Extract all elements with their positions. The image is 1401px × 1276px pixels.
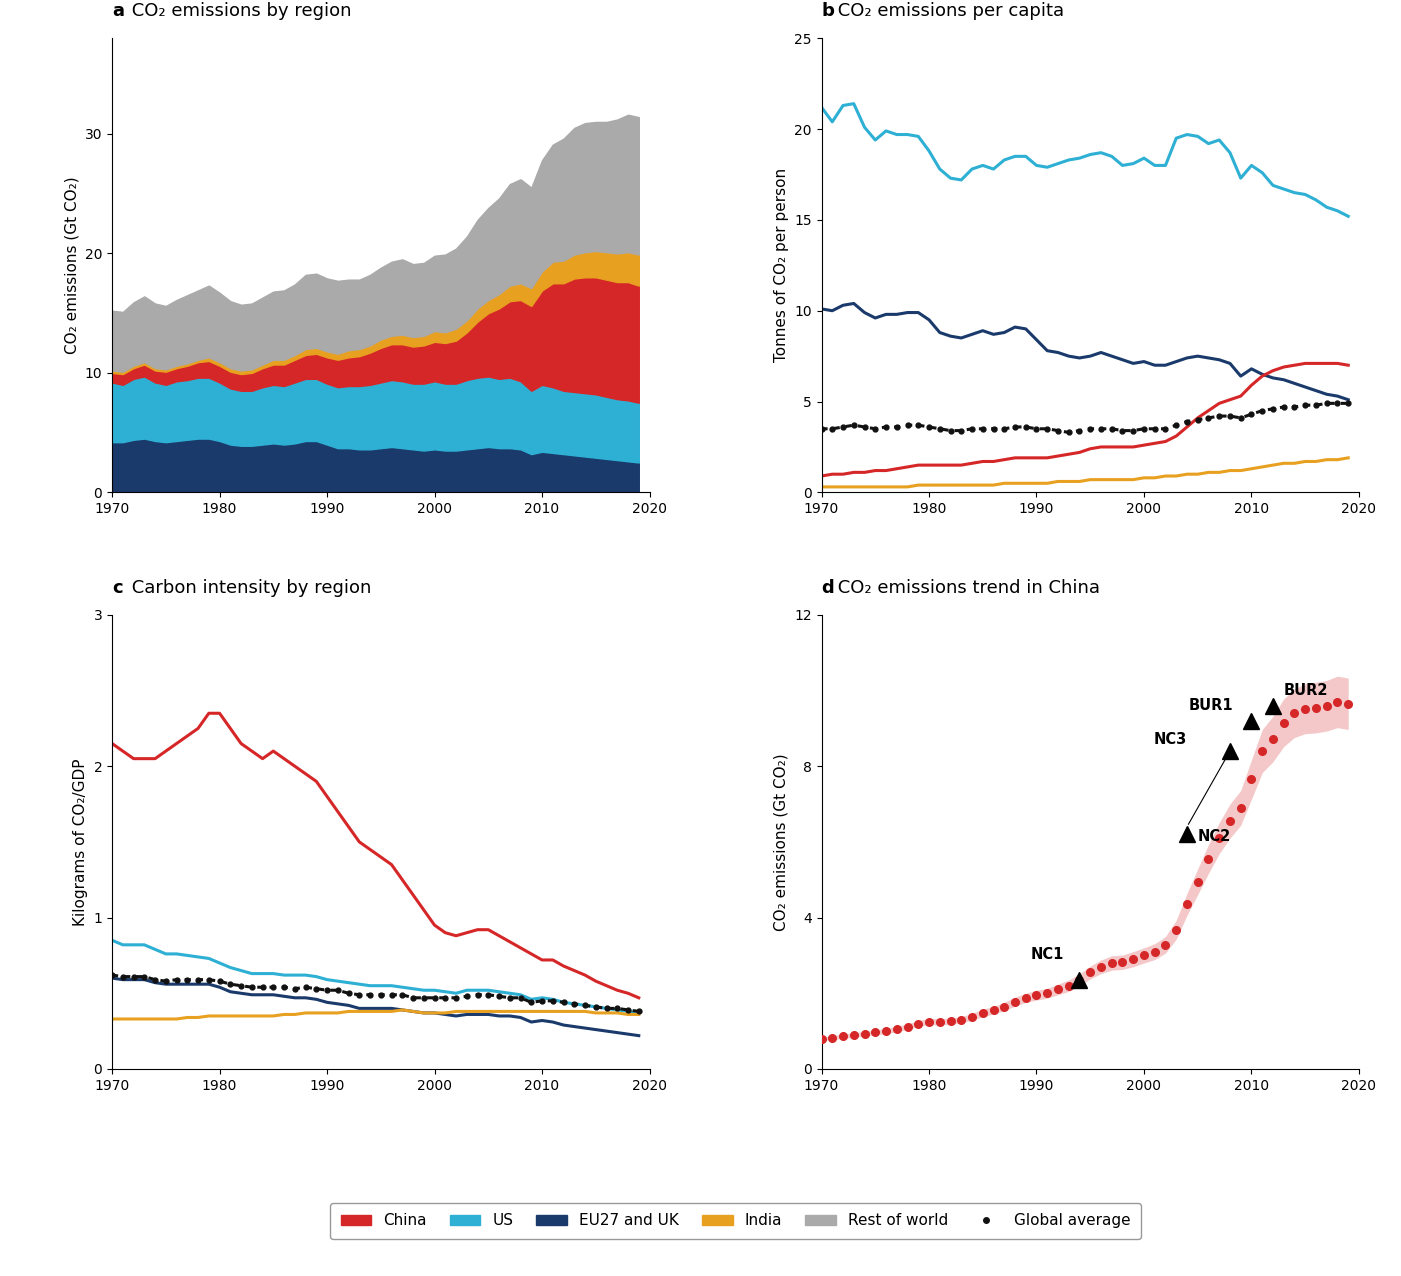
Text: d: d: [821, 579, 834, 597]
Y-axis label: Kilograms of CO₂/GDP: Kilograms of CO₂/GDP: [73, 758, 88, 925]
Text: BUR2: BUR2: [1285, 683, 1328, 698]
Y-axis label: Tonnes of CO₂ per person: Tonnes of CO₂ per person: [773, 168, 789, 362]
Text: CO₂ emissions trend in China: CO₂ emissions trend in China: [832, 579, 1100, 597]
Text: CO₂ emissions per capita: CO₂ emissions per capita: [832, 3, 1065, 20]
Text: c: c: [112, 579, 123, 597]
Text: Carbon intensity by region: Carbon intensity by region: [126, 579, 371, 597]
Text: NC3: NC3: [1153, 732, 1187, 748]
Text: b: b: [821, 3, 835, 20]
Text: BUR1: BUR1: [1189, 698, 1234, 713]
Y-axis label: CO₂ emissions (Gt CO₂): CO₂ emissions (Gt CO₂): [64, 176, 80, 355]
Text: NC1: NC1: [1031, 947, 1065, 962]
Text: NC2: NC2: [1198, 829, 1231, 845]
Y-axis label: CO₂ emissions (Gt CO₂): CO₂ emissions (Gt CO₂): [773, 753, 789, 930]
Legend: China, US, EU27 and UK, India, Rest of world, Global average: China, US, EU27 and UK, India, Rest of w…: [329, 1203, 1142, 1239]
Text: CO₂ emissions by region: CO₂ emissions by region: [126, 3, 352, 20]
Text: a: a: [112, 3, 125, 20]
